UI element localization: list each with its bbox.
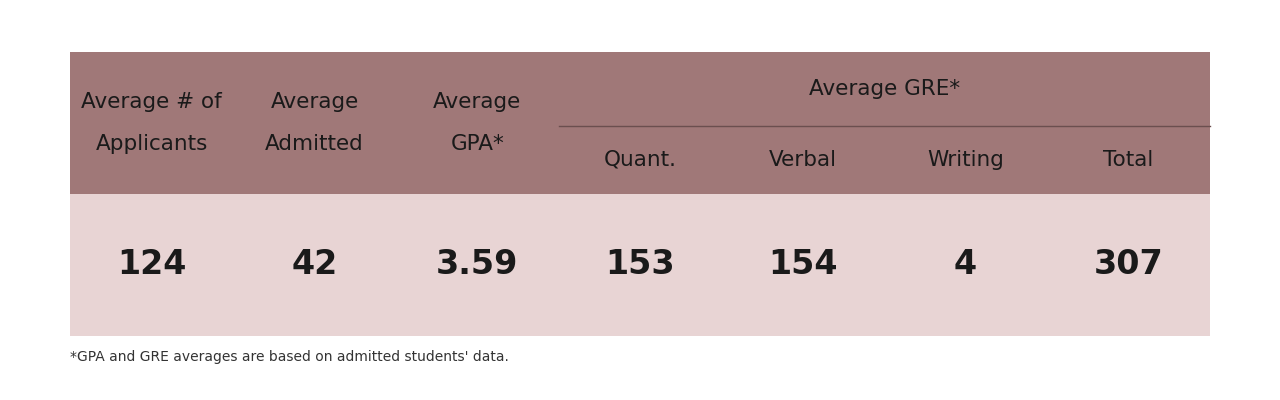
Text: Average: Average xyxy=(270,92,358,112)
Text: Admitted: Admitted xyxy=(265,134,364,154)
Text: 153: 153 xyxy=(605,248,675,282)
Text: Total: Total xyxy=(1103,150,1153,170)
Text: 154: 154 xyxy=(768,248,837,282)
Text: Verbal: Verbal xyxy=(769,150,837,170)
Text: Average # of: Average # of xyxy=(82,92,223,112)
Text: Average GRE*: Average GRE* xyxy=(809,79,960,99)
Text: Average: Average xyxy=(433,92,521,112)
Text: 42: 42 xyxy=(292,248,338,282)
Text: Quant.: Quant. xyxy=(603,150,677,170)
Text: 307: 307 xyxy=(1093,248,1164,282)
Text: *GPA and GRE averages are based on admitted students' data.: *GPA and GRE averages are based on admit… xyxy=(70,350,509,364)
Text: Writing: Writing xyxy=(927,150,1004,170)
Text: 124: 124 xyxy=(116,248,187,282)
Text: GPA*: GPA* xyxy=(451,134,504,154)
Text: 3.59: 3.59 xyxy=(436,248,518,282)
Text: Applicants: Applicants xyxy=(96,134,207,154)
Text: 4: 4 xyxy=(954,248,977,282)
